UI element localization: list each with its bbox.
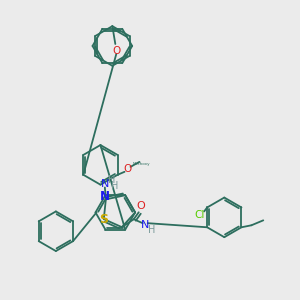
Text: Methoxy: Methoxy [133, 162, 150, 166]
Text: O: O [112, 46, 120, 56]
Text: N: N [101, 178, 109, 188]
Text: H: H [111, 182, 118, 191]
Text: H: H [148, 225, 155, 235]
Text: Cl: Cl [194, 210, 204, 220]
Text: H: H [108, 175, 116, 184]
Text: O: O [123, 164, 132, 174]
Text: N: N [99, 190, 110, 203]
Text: O: O [136, 201, 145, 211]
Text: S: S [99, 213, 108, 226]
Text: N: N [140, 220, 149, 230]
